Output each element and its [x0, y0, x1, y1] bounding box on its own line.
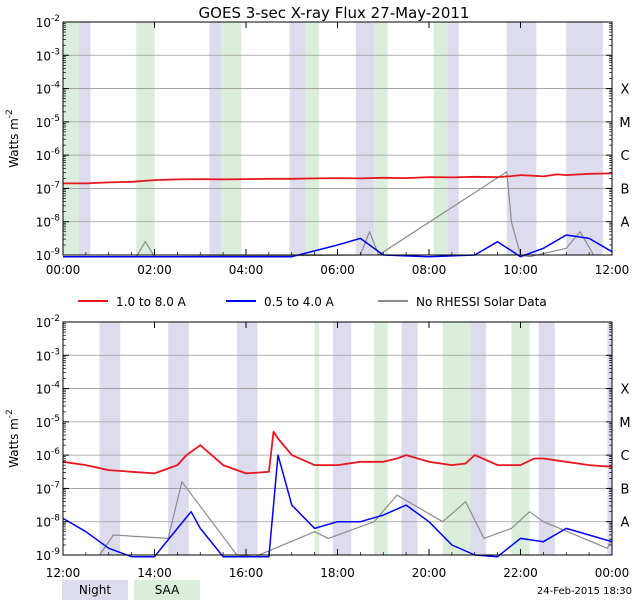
legend-label: 1.0 to 8.0 A: [116, 295, 187, 309]
x-tick-label: 18:00: [320, 566, 355, 580]
night-band: [355, 22, 375, 255]
saa-band: [136, 22, 155, 255]
flare-class-label: C: [620, 449, 629, 464]
saa-band: [374, 322, 388, 555]
y-axis-label: Watts m-2: [5, 409, 21, 468]
night-band: [209, 22, 224, 255]
saa-band: [220, 22, 242, 255]
saa-band: [433, 22, 448, 255]
x-tick-label: 00:00: [595, 566, 630, 580]
y-tick-label: 10-3: [36, 47, 60, 63]
night-band: [566, 22, 603, 255]
night-band: [289, 22, 306, 255]
y-tick-label: 10-4: [36, 381, 61, 397]
region-label: SAA: [155, 583, 180, 597]
chart-title: GOES 3-sec X-ray Flux 27-May-2011: [199, 4, 470, 22]
region-swatch: [62, 580, 128, 600]
y-tick-label: 10-4: [36, 81, 61, 97]
x-tick-label: 08:00: [412, 263, 447, 277]
y-tick-label: 10-8: [36, 214, 61, 230]
panels: 10-9 10-8 10-7 10-6 10-5 10-4 10-3 10-2 A B C M X 00:…: [5, 14, 631, 580]
timestamp: 24-Feb-2015 18:30: [537, 586, 632, 597]
flare-class-label: M: [619, 416, 630, 431]
x-tick-label: 00:00: [46, 263, 81, 277]
y-axis-label: Watts m-2: [5, 109, 21, 168]
panel-bottom: 10-9 10-8 10-7 10-6 10-5 10-4 10-3 10-2 A B C M X 12:…: [5, 314, 631, 580]
x-tick-label: 10:00: [503, 263, 538, 277]
series-1.0-8.0A: [63, 172, 613, 185]
y-tick-label: 10-5: [36, 414, 60, 430]
night-band: [506, 22, 537, 255]
saa-band: [511, 322, 530, 555]
x-tick-label: 22:00: [503, 566, 538, 580]
saa-band: [63, 22, 80, 255]
y-tick-label: 10-9: [36, 547, 61, 563]
x-tick-label: 04:00: [229, 263, 264, 277]
night-band: [607, 322, 612, 555]
y-tick-label: 10-9: [36, 247, 61, 263]
region-legend: Night SAA: [62, 580, 200, 600]
series-no-rhessi: [99, 481, 613, 558]
night-band: [401, 322, 418, 555]
region-label: Night: [79, 583, 112, 597]
y-tick-label: 10-2: [36, 314, 60, 330]
flare-class-label: A: [621, 216, 630, 231]
saa-band: [374, 22, 388, 255]
flare-class-label: B: [621, 482, 630, 497]
legend: 1.0 to 8.0 A 0.5 to 4.0 A No RHESSI Solar …: [78, 295, 547, 309]
flare-class-label: B: [621, 182, 630, 197]
night-band: [236, 322, 258, 555]
flare-class-label: X: [621, 383, 630, 398]
panel-top: 10-9 10-8 10-7 10-6 10-5 10-4 10-3 10-2 A B C M X 00:…: [5, 14, 631, 277]
night-band: [168, 322, 189, 555]
x-tick-label: 20:00: [412, 566, 447, 580]
night-band: [332, 322, 352, 555]
flare-class-label: A: [621, 516, 630, 531]
y-tick-label: 10-6: [36, 447, 61, 463]
flare-class-label: C: [620, 149, 629, 164]
legend-label: No RHESSI Solar Data: [416, 295, 547, 309]
y-tick-label: 10-7: [36, 180, 60, 196]
y-tick-label: 10-7: [36, 480, 60, 496]
flare-class-label: X: [621, 83, 630, 98]
x-tick-label: 16:00: [229, 566, 264, 580]
legend-label: 0.5 to 4.0 A: [264, 295, 335, 309]
saa-band: [442, 322, 471, 555]
y-tick-label: 10-5: [36, 114, 60, 130]
night-band: [447, 22, 459, 255]
series-0.5-4.0A: [62, 454, 613, 558]
series-1.0-8.0A: [62, 430, 613, 475]
night-band: [538, 322, 555, 555]
x-tick-label: 12:00: [595, 263, 630, 277]
x-tick-label: 12:00: [46, 566, 81, 580]
region-swatch: [134, 580, 200, 600]
night-band: [470, 322, 487, 555]
saa-band: [314, 322, 320, 555]
y-tick-label: 10-6: [36, 147, 61, 163]
y-tick-label: 10-8: [36, 514, 61, 530]
night-band: [99, 322, 121, 555]
y-tick-label: 10-3: [36, 347, 60, 363]
x-tick-label: 06:00: [320, 263, 355, 277]
x-tick-label: 02:00: [137, 263, 172, 277]
x-tick-label: 14:00: [137, 566, 172, 580]
saa-band: [305, 22, 320, 255]
flare-class-label: M: [619, 116, 630, 131]
y-tick-label: 10-2: [36, 14, 60, 30]
